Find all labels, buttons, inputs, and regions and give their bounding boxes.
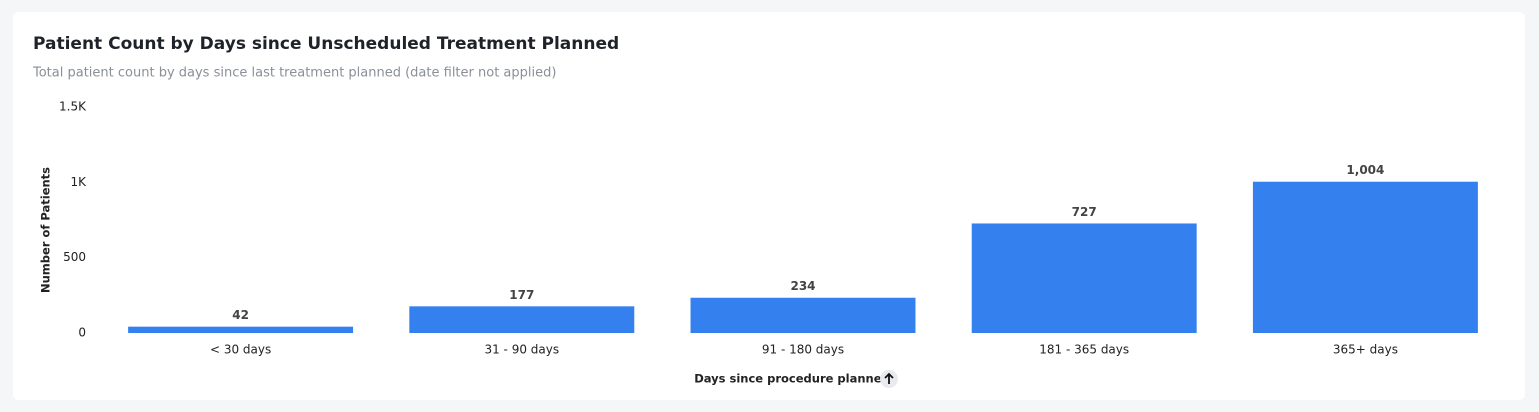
y-tick-label: 0 — [78, 326, 86, 340]
value-label: 727 — [1072, 205, 1097, 219]
bar — [1252, 181, 1478, 333]
y-tick-label: 1K — [70, 175, 87, 189]
chart-subtitle: Total patient count by days since last t… — [32, 66, 556, 81]
x-tick-label: 365+ days — [1333, 343, 1398, 357]
bar — [409, 306, 635, 333]
bar — [128, 326, 354, 333]
x-tick-label: 91 - 180 days — [762, 343, 844, 357]
y-axis-title: Number of Patients — [39, 167, 53, 293]
x-tick-label: < 30 days — [210, 343, 271, 357]
bar — [971, 223, 1197, 333]
value-label: 42 — [232, 308, 249, 322]
sort-button[interactable] — [880, 370, 898, 388]
x-tick-label: 31 - 90 days — [484, 343, 559, 357]
x-axis-title: Days since procedure planned — [694, 372, 890, 386]
x-tick-label: 181 - 365 days — [1039, 343, 1129, 357]
y-tick-label: 500 — [63, 250, 86, 264]
chart-title: Patient Count by Days since Unscheduled … — [33, 34, 619, 54]
sort-arrow[interactable] — [884, 372, 894, 384]
y-tick-label: 1.5K — [59, 100, 87, 114]
value-label: 177 — [509, 288, 534, 302]
value-label: 1,004 — [1346, 163, 1384, 177]
value-label: 234 — [790, 279, 815, 293]
bar — [690, 297, 916, 333]
